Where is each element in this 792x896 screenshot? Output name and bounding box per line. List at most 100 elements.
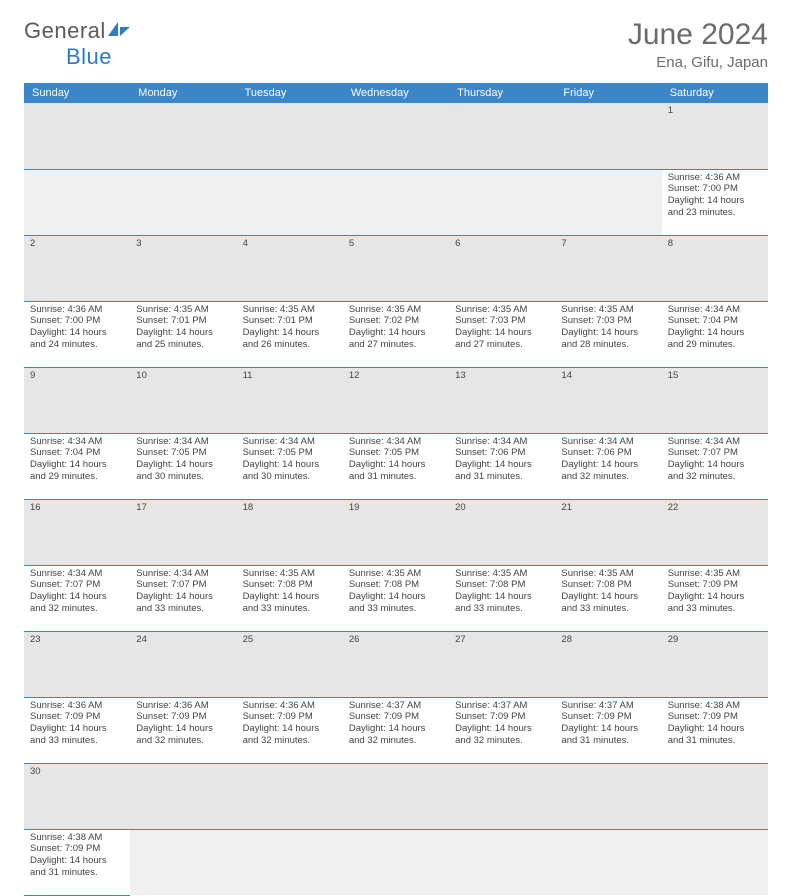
daynum-row: 9101112131415: [24, 367, 768, 433]
daylight-text: and 32 minutes.: [136, 735, 232, 747]
daylight-text: Daylight: 14 hours: [668, 327, 764, 339]
day-number-cell: 18: [237, 499, 343, 565]
daylight-text: and 33 minutes.: [561, 603, 657, 615]
day-cell: Sunrise: 4:36 AMSunset: 7:09 PMDaylight:…: [237, 697, 343, 763]
daylight-text: and 33 minutes.: [349, 603, 445, 615]
sunset-text: Sunset: 7:09 PM: [455, 711, 551, 723]
daylight-text: Daylight: 14 hours: [455, 327, 551, 339]
sunrise-text: Sunrise: 4:34 AM: [30, 436, 126, 448]
page-header: General Blue June 2024 Ena, Gifu, Japan: [24, 18, 768, 71]
day-cell: [343, 169, 449, 235]
daylight-text: and 31 minutes.: [455, 471, 551, 483]
daylight-text: and 32 minutes.: [30, 603, 126, 615]
week-row: Sunrise: 4:38 AMSunset: 7:09 PMDaylight:…: [24, 829, 768, 895]
daynum-row: 23242526272829: [24, 631, 768, 697]
day-number-cell: 20: [449, 499, 555, 565]
sunrise-text: Sunrise: 4:35 AM: [349, 304, 445, 316]
day-cell: Sunrise: 4:36 AMSunset: 7:00 PMDaylight:…: [662, 169, 768, 235]
daylight-text: Daylight: 14 hours: [561, 327, 657, 339]
day-number-cell: 29: [662, 631, 768, 697]
day-cell: Sunrise: 4:34 AMSunset: 7:07 PMDaylight:…: [24, 565, 130, 631]
day-cell: Sunrise: 4:35 AMSunset: 7:01 PMDaylight:…: [237, 301, 343, 367]
day-cell: [555, 829, 661, 895]
sunset-text: Sunset: 7:01 PM: [136, 315, 232, 327]
sunset-text: Sunset: 7:09 PM: [349, 711, 445, 723]
day-cell: Sunrise: 4:34 AMSunset: 7:04 PMDaylight:…: [24, 433, 130, 499]
day-number-cell: [343, 763, 449, 829]
day-number-cell: [237, 763, 343, 829]
daylight-text: Daylight: 14 hours: [455, 591, 551, 603]
daylight-text: and 24 minutes.: [30, 339, 126, 351]
daylight-text: Daylight: 14 hours: [136, 723, 232, 735]
sunset-text: Sunset: 7:06 PM: [455, 447, 551, 459]
sunset-text: Sunset: 7:00 PM: [30, 315, 126, 327]
sunrise-text: Sunrise: 4:34 AM: [136, 568, 232, 580]
sunrise-text: Sunrise: 4:34 AM: [455, 436, 551, 448]
sunrise-text: Sunrise: 4:37 AM: [561, 700, 657, 712]
sunset-text: Sunset: 7:00 PM: [668, 183, 764, 195]
daylight-text: and 30 minutes.: [136, 471, 232, 483]
daylight-text: and 31 minutes.: [30, 867, 126, 879]
day-number-cell: 5: [343, 235, 449, 301]
day-number-cell: 13: [449, 367, 555, 433]
week-row: Sunrise: 4:36 AMSunset: 7:09 PMDaylight:…: [24, 697, 768, 763]
daylight-text: and 32 minutes.: [455, 735, 551, 747]
sunrise-text: Sunrise: 4:36 AM: [136, 700, 232, 712]
sunset-text: Sunset: 7:05 PM: [136, 447, 232, 459]
daylight-text: and 33 minutes.: [668, 603, 764, 615]
daylight-text: Daylight: 14 hours: [30, 327, 126, 339]
day-cell: Sunrise: 4:37 AMSunset: 7:09 PMDaylight:…: [555, 697, 661, 763]
sunrise-text: Sunrise: 4:35 AM: [243, 568, 339, 580]
sunrise-text: Sunrise: 4:35 AM: [561, 568, 657, 580]
daynum-row: 1: [24, 103, 768, 169]
day-number-cell: [237, 103, 343, 169]
daylight-text: Daylight: 14 hours: [668, 723, 764, 735]
day-cell: Sunrise: 4:36 AMSunset: 7:09 PMDaylight:…: [24, 697, 130, 763]
sunset-text: Sunset: 7:09 PM: [561, 711, 657, 723]
day-cell: Sunrise: 4:34 AMSunset: 7:06 PMDaylight:…: [555, 433, 661, 499]
day-cell: [130, 169, 236, 235]
sunrise-text: Sunrise: 4:35 AM: [668, 568, 764, 580]
day-number-cell: 2: [24, 235, 130, 301]
daylight-text: Daylight: 14 hours: [243, 723, 339, 735]
logo-text-1: General: [24, 18, 106, 43]
day-number-cell: 19: [343, 499, 449, 565]
daylight-text: and 31 minutes.: [561, 735, 657, 747]
day-cell: Sunrise: 4:37 AMSunset: 7:09 PMDaylight:…: [343, 697, 449, 763]
day-cell: Sunrise: 4:35 AMSunset: 7:03 PMDaylight:…: [555, 301, 661, 367]
daylight-text: Daylight: 14 hours: [455, 459, 551, 471]
daylight-text: Daylight: 14 hours: [243, 459, 339, 471]
daylight-text: and 32 minutes.: [668, 471, 764, 483]
day-cell: Sunrise: 4:34 AMSunset: 7:07 PMDaylight:…: [662, 433, 768, 499]
day-cell: Sunrise: 4:35 AMSunset: 7:02 PMDaylight:…: [343, 301, 449, 367]
sunset-text: Sunset: 7:08 PM: [561, 579, 657, 591]
sunrise-text: Sunrise: 4:38 AM: [668, 700, 764, 712]
day-cell: [237, 829, 343, 895]
sunrise-text: Sunrise: 4:34 AM: [349, 436, 445, 448]
daynum-row: 16171819202122: [24, 499, 768, 565]
day-cell: Sunrise: 4:34 AMSunset: 7:05 PMDaylight:…: [130, 433, 236, 499]
sunrise-text: Sunrise: 4:36 AM: [668, 172, 764, 184]
day-number-cell: [130, 763, 236, 829]
sunrise-text: Sunrise: 4:34 AM: [668, 304, 764, 316]
calendar-table: Sunday Monday Tuesday Wednesday Thursday…: [24, 83, 768, 896]
daylight-text: Daylight: 14 hours: [668, 591, 764, 603]
sunset-text: Sunset: 7:09 PM: [30, 843, 126, 855]
weekday-header: Monday: [130, 83, 236, 103]
sunset-text: Sunset: 7:01 PM: [243, 315, 339, 327]
day-number-cell: 22: [662, 499, 768, 565]
sunset-text: Sunset: 7:08 PM: [349, 579, 445, 591]
daylight-text: Daylight: 14 hours: [455, 723, 551, 735]
sunrise-text: Sunrise: 4:34 AM: [30, 568, 126, 580]
daylight-text: and 27 minutes.: [349, 339, 445, 351]
sunset-text: Sunset: 7:09 PM: [30, 711, 126, 723]
daylight-text: and 29 minutes.: [30, 471, 126, 483]
day-cell: Sunrise: 4:36 AMSunset: 7:00 PMDaylight:…: [24, 301, 130, 367]
daylight-text: Daylight: 14 hours: [561, 459, 657, 471]
sunrise-text: Sunrise: 4:35 AM: [136, 304, 232, 316]
sunrise-text: Sunrise: 4:37 AM: [455, 700, 551, 712]
day-number-cell: 10: [130, 367, 236, 433]
week-row: Sunrise: 4:34 AMSunset: 7:04 PMDaylight:…: [24, 433, 768, 499]
daylight-text: Daylight: 14 hours: [349, 591, 445, 603]
daylight-text: Daylight: 14 hours: [30, 855, 126, 867]
